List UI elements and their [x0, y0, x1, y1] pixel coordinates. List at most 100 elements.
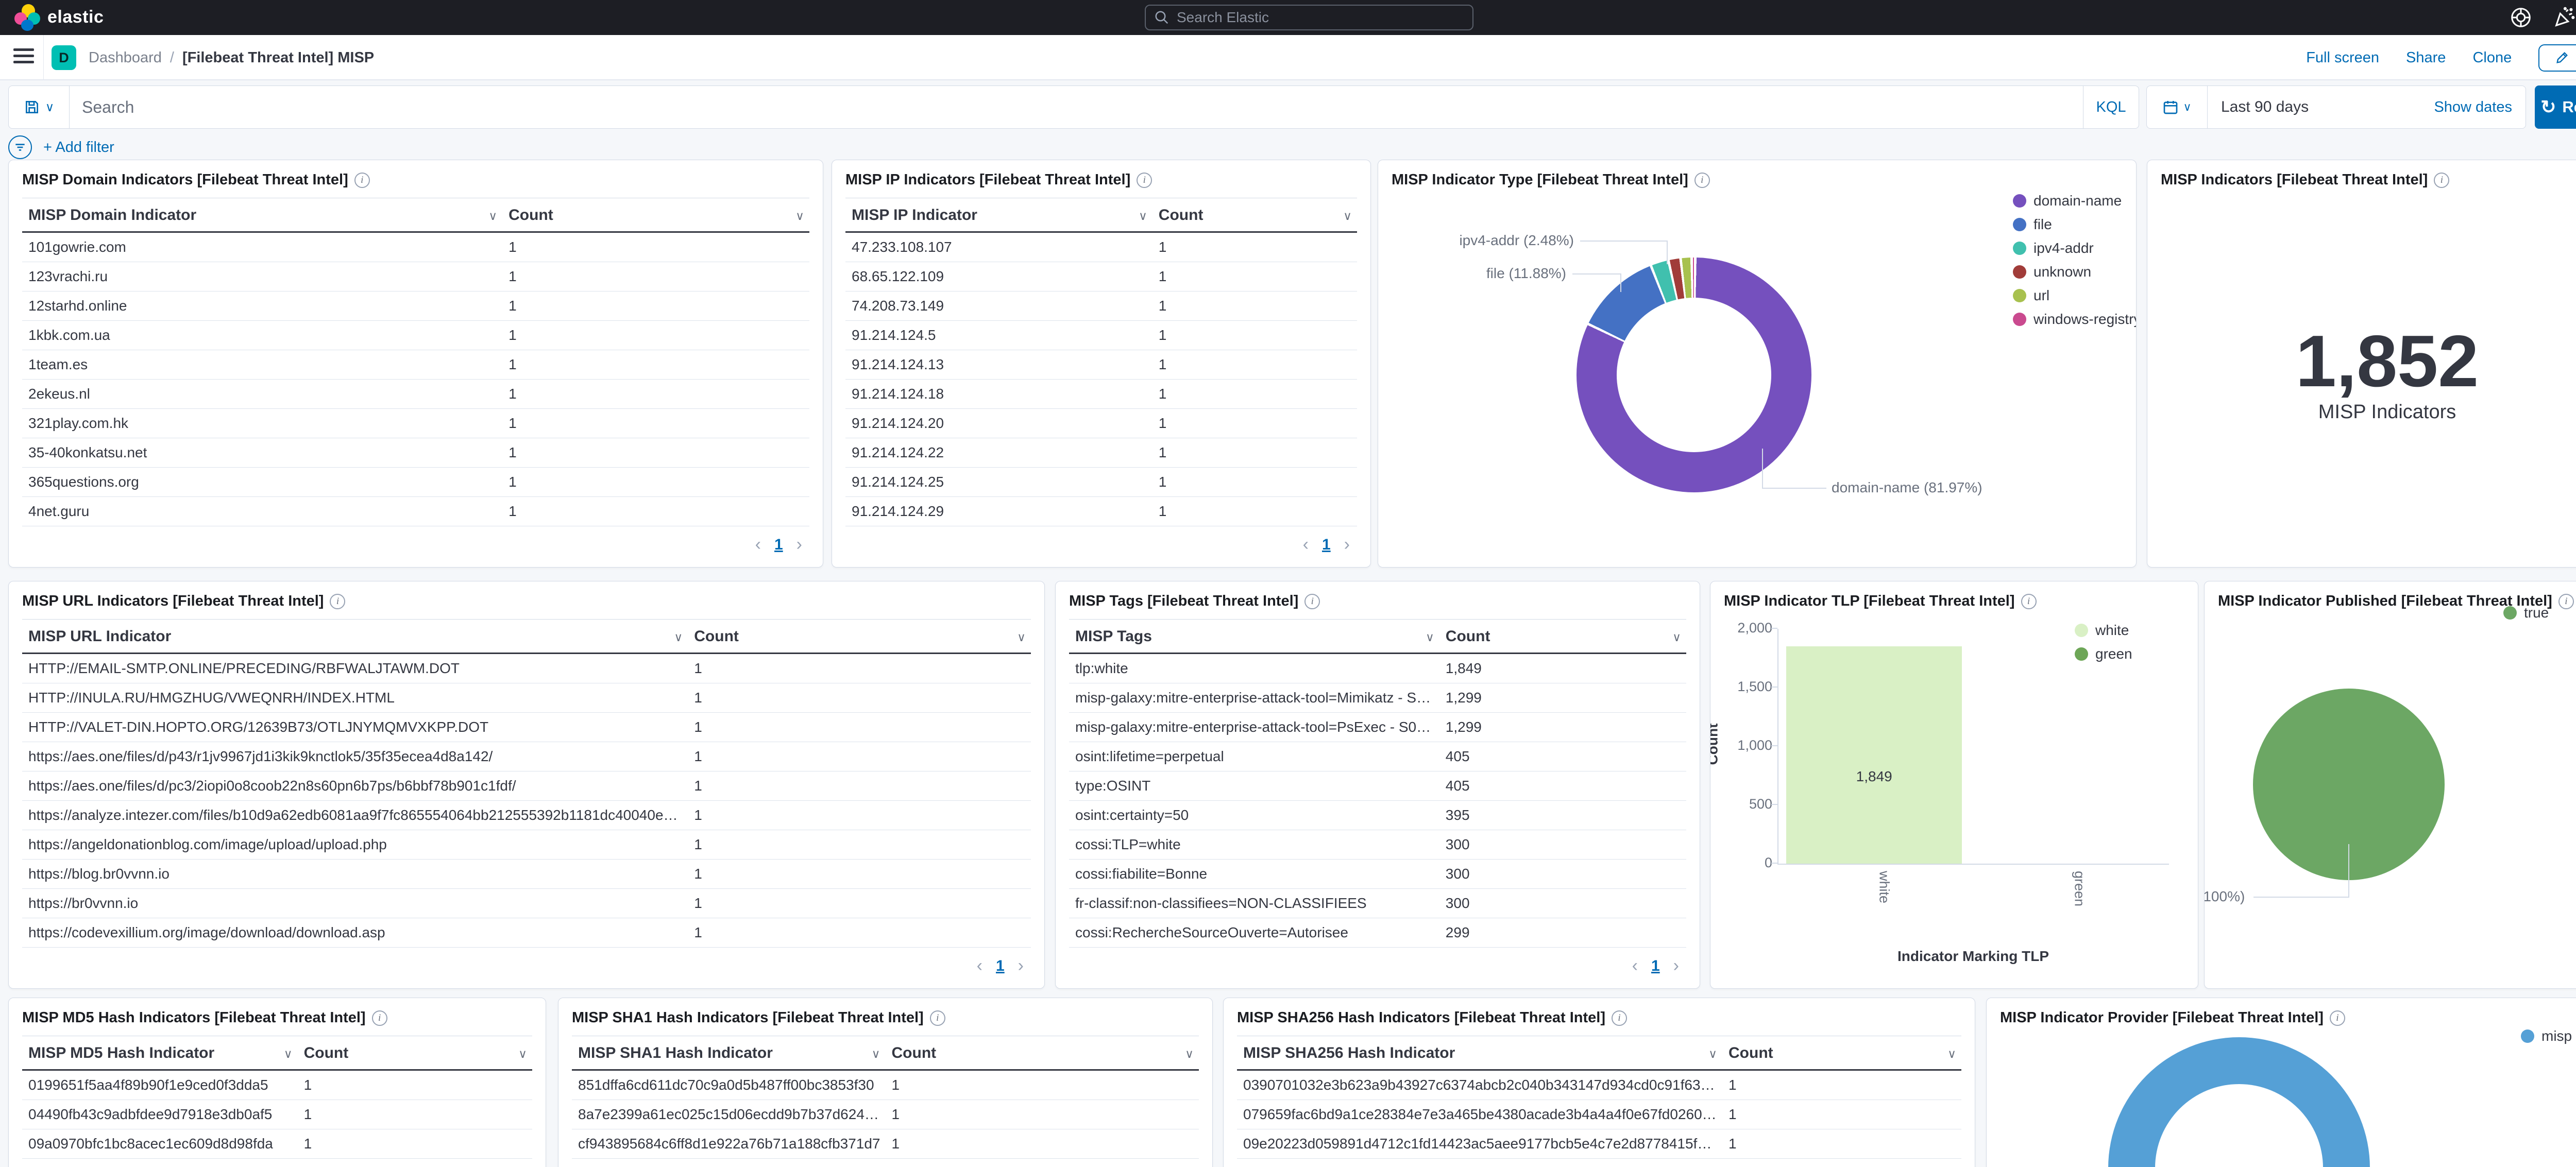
legend-item-true[interactable]: true — [2503, 605, 2549, 621]
prev-page-button[interactable]: ‹ — [1632, 956, 1638, 975]
row-count: 1 — [885, 1100, 1199, 1129]
info-icon[interactable]: i — [2021, 593, 2037, 609]
next-page-button[interactable]: › — [796, 535, 802, 554]
legend-item-file[interactable]: file — [2013, 216, 2136, 232]
info-icon[interactable]: i — [354, 172, 370, 188]
show-dates-button[interactable]: Show dates — [2434, 98, 2512, 115]
table-row: 74.208.73.149 1 — [845, 291, 1357, 321]
prev-page-button[interactable]: ‹ — [1302, 535, 1309, 554]
info-icon[interactable]: i — [1304, 593, 1320, 609]
row-count: 1,299 — [1439, 712, 1686, 742]
dashboard-badge[interactable]: D — [52, 45, 76, 70]
legend-item-windows-registry-key[interactable]: windows-registry-key — [2013, 311, 2136, 327]
column-header-tags[interactable]: MISP Tags ∨ — [1069, 619, 1439, 654]
top-navigation-bar: elastic e — [0, 0, 2576, 35]
legend-item-misp[interactable]: misp — [2521, 1028, 2572, 1044]
info-icon[interactable]: i — [2558, 593, 2574, 609]
legend-item-domain-name[interactable]: domain-name — [2013, 193, 2136, 209]
menu-icon[interactable] — [13, 48, 34, 66]
info-icon[interactable]: i — [1611, 1010, 1627, 1026]
saved-query-button[interactable]: ∨ — [9, 86, 70, 128]
column-header-indicator[interactable]: MISP SHA256 Hash Indicator ∨ — [1237, 1036, 1723, 1071]
column-header-count[interactable]: Count ∨ — [1152, 198, 1357, 233]
row-label: 123vrachi.ru — [22, 262, 503, 291]
whats-new-icon[interactable] — [2552, 6, 2576, 29]
edit-button[interactable]: Edit — [2538, 44, 2576, 72]
legend-item-unknown[interactable]: unknown — [2013, 264, 2136, 280]
next-page-button[interactable]: › — [1673, 956, 1679, 975]
column-header-indicator[interactable]: MISP SHA1 Hash Indicator ∨ — [572, 1036, 886, 1071]
info-icon[interactable]: i — [2434, 172, 2450, 188]
provider-donut-chart[interactable] — [2108, 1037, 2370, 1167]
table-row: cf943895684c6ff8d1e922a76b71a188cfb371d7… — [572, 1129, 1199, 1159]
info-icon[interactable]: i — [2329, 1010, 2345, 1026]
search-query-input[interactable] — [82, 97, 2071, 117]
page-1-button[interactable]: 1 — [995, 957, 1005, 974]
panel-misp-indicator-tlp: MISP Indicator TLP [Filebeat Threat Inte… — [1710, 581, 2198, 989]
next-page-button[interactable]: › — [1018, 956, 1024, 975]
column-header-count[interactable]: Count ∨ — [885, 1036, 1199, 1071]
column-header-indicator[interactable]: MISP Domain Indicator ∨ — [22, 198, 503, 233]
page-1-button[interactable]: 1 — [1651, 957, 1660, 974]
full-screen-button[interactable]: Full screen — [2306, 49, 2380, 66]
kql-button[interactable]: KQL — [2083, 86, 2139, 128]
table-row: 1team.es 1 — [22, 350, 809, 380]
calendar-icon — [2164, 101, 2178, 114]
legend-item-ipv4-addr[interactable]: ipv4-addr — [2013, 240, 2136, 256]
refresh-button[interactable]: ↻ Refresh — [2535, 85, 2576, 129]
clone-button[interactable]: Clone — [2472, 49, 2512, 66]
info-icon[interactable]: i — [371, 1010, 387, 1026]
table-row: fr-classif:non-classifiees=NON-CLASSIFIE… — [1069, 888, 1686, 918]
table-row: https://blog.br0vvnn.io 1 — [22, 859, 1031, 889]
prev-page-button[interactable]: ‹ — [976, 956, 982, 975]
global-search-box[interactable] — [1145, 5, 1473, 30]
page-1-button[interactable]: 1 — [1321, 536, 1331, 553]
time-range-value[interactable]: Last 90 days — [2221, 98, 2309, 115]
chevron-down-icon: ∨ — [2183, 100, 2192, 113]
legend-item-white[interactable]: white — [2075, 622, 2132, 638]
global-search-input[interactable] — [1177, 9, 1464, 26]
row-label: HTTP://EMAIL-SMTP.ONLINE/PRECEDING/RBFWA… — [22, 653, 688, 683]
tlp-bar-chart[interactable]: 1,849 0 500 1,000 1,500 2,000 white green — [1737, 620, 2169, 906]
column-header-count[interactable]: Count ∨ — [502, 198, 809, 233]
breadcrumb-dashboard[interactable]: Dashboard — [89, 49, 162, 66]
column-header-indicator[interactable]: MISP URL Indicator ∨ — [22, 619, 688, 654]
info-icon[interactable]: i — [330, 593, 346, 609]
y-axis-tick — [1771, 863, 1777, 864]
column-header-indicator[interactable]: MISP IP Indicator ∨ — [845, 198, 1153, 233]
column-header-count[interactable]: Count ∨ — [1722, 1036, 1961, 1071]
callout-ipv4: ipv4-addr (2.48%) — [1459, 232, 1574, 248]
column-header-count[interactable]: Count ∨ — [1439, 619, 1686, 654]
info-icon[interactable]: i — [929, 1010, 945, 1026]
row-count: 1 — [297, 1158, 532, 1167]
row-count: 1 — [1152, 379, 1357, 409]
y-axis-tick — [1771, 745, 1777, 746]
filter-icon[interactable] — [8, 135, 32, 159]
page-1-button[interactable]: 1 — [774, 536, 783, 553]
row-count: 1 — [502, 467, 809, 497]
legend-item-url[interactable]: url — [2013, 287, 2136, 303]
add-filter-button[interactable]: + Add filter — [43, 139, 114, 156]
row-label: https://codevexillium.org/image/download… — [22, 918, 688, 948]
column-header-count[interactable]: Count ∨ — [297, 1036, 532, 1071]
legend-item-green[interactable]: green — [2075, 646, 2132, 662]
column-header-indicator[interactable]: MISP MD5 Hash Indicator ∨ — [22, 1036, 298, 1071]
row-label: https://aes.one/files/d/pc3/2iopi0o8coob… — [22, 771, 688, 801]
elastic-logo[interactable] — [14, 4, 41, 31]
calendar-button[interactable]: ∨ — [2147, 86, 2208, 128]
column-header-count[interactable]: Count ∨ — [688, 619, 1031, 654]
next-page-button[interactable]: › — [1344, 535, 1350, 554]
info-icon[interactable]: i — [1137, 172, 1153, 188]
legend-dot — [2013, 289, 2026, 302]
info-icon[interactable]: i — [1694, 172, 1710, 188]
help-icon[interactable] — [2509, 6, 2533, 29]
row-label: https://br0vvnn.io — [22, 888, 688, 918]
prev-page-button[interactable]: ‹ — [755, 535, 761, 554]
legend-dot — [2521, 1029, 2534, 1043]
row-count: 299 — [1439, 918, 1686, 948]
table-row: 0199651f5aa4f89b90f1e9ced0f3dda5 1 — [22, 1070, 532, 1100]
row-count: 405 — [1439, 771, 1686, 801]
bar-white[interactable]: 1,849 — [1786, 646, 1962, 864]
indicator-type-donut-chart[interactable] — [1577, 258, 1811, 492]
share-button[interactable]: Share — [2406, 49, 2446, 66]
